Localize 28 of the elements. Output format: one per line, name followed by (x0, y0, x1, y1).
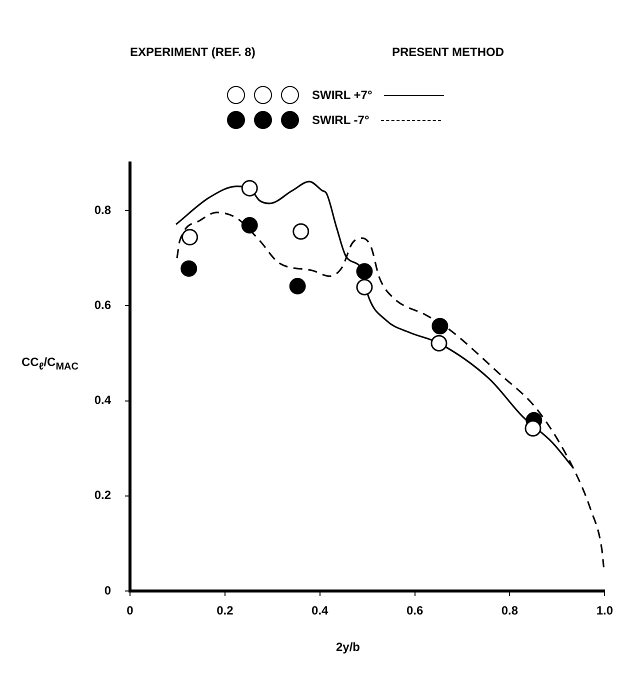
legend-label: SWIRL -7° (312, 113, 370, 127)
y-tick-label: 0.2 (94, 488, 112, 502)
point (180, 260, 198, 277)
x-tick-label: 0.2 (216, 604, 234, 618)
y-axis-title: CC$_{ℓ}$/C$_{MAC}$ (20, 355, 80, 372)
point (524, 420, 542, 437)
x-tick-label: 1.0 (596, 604, 614, 618)
text: EXPERIMENT (REF. 8) (130, 45, 256, 59)
y-tick-label: 0.8 (94, 202, 112, 217)
y-tick-label: 0 (104, 583, 112, 598)
legend-label: SWIRL +7° (312, 88, 372, 102)
x-tick-label: 0.4 (312, 604, 329, 618)
x-axis-title: 2y/b (334, 640, 361, 654)
y-tick-label: 0.6 (94, 298, 112, 312)
point (292, 223, 310, 240)
y-tick-label: 0.4 (94, 393, 112, 408)
x-tick-label: 0 (126, 604, 134, 618)
point (182, 228, 198, 246)
point (241, 180, 258, 196)
point (289, 278, 306, 294)
point (356, 278, 373, 296)
x-tick-label: 0.8 (501, 604, 518, 618)
point (241, 217, 258, 234)
point (356, 263, 373, 280)
point (432, 318, 448, 334)
text: PRESENT METHOD (392, 45, 504, 59)
point (430, 334, 448, 352)
x-tick-label: 0.6 (406, 604, 424, 618)
